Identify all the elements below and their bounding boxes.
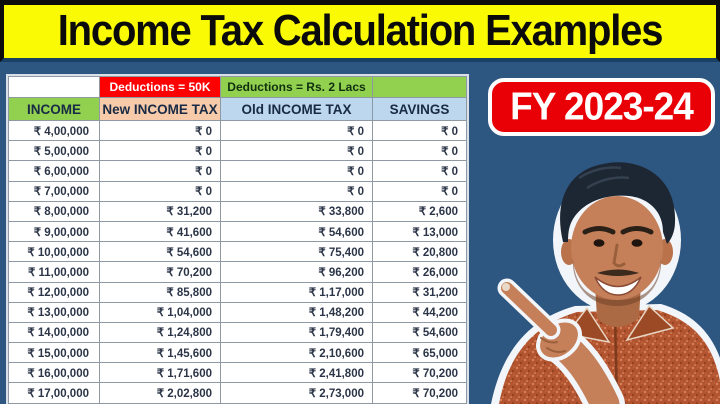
cell-new-income-tax: ₹ 70,200 [99, 261, 221, 283]
eyebrow-left [582, 226, 616, 235]
column-header-savings: SAVINGS [372, 97, 467, 121]
cell-new-income-tax: ₹ 41,600 [99, 220, 221, 243]
table-row: ₹ 4,00,000 ₹ 0 ₹ 0 ₹ 0 [8, 119, 467, 142]
cell-old-income-tax: ₹ 0 [220, 119, 373, 142]
cell-old-income-tax: ₹ 1,17,000 [220, 281, 373, 303]
fiscal-year-badge: FY 2023-24 [488, 78, 715, 136]
cell-savings: ₹ 0 [372, 180, 467, 202]
table-row: ₹ 15,00,000 ₹ 1,45,600 ₹ 2,10,600 ₹ 65,000 [8, 342, 467, 364]
cell-old-income-tax: ₹ 0 [220, 160, 373, 182]
table-row: ₹ 8,00,000 ₹ 31,200 ₹ 33,800 ₹ 2,600 [8, 200, 467, 222]
hair [560, 162, 676, 244]
table-row: ₹ 10,00,000 ₹ 54,600 ₹ 75,400 ₹ 20,800 [8, 241, 467, 263]
cell-old-income-tax: ₹ 75,400 [220, 241, 373, 263]
cell-income: ₹ 14,00,000 [8, 321, 100, 344]
blank-header-cell [8, 76, 100, 98]
cell-income: ₹ 17,00,000 [8, 382, 100, 404]
cell-old-income-tax: ₹ 1,79,400 [220, 321, 373, 344]
column-header-new-income-tax: New INCOME TAX [99, 97, 221, 121]
cell-new-income-tax: ₹ 1,71,600 [99, 362, 221, 384]
cell-income: ₹ 11,00,000 [8, 261, 100, 283]
cell-income: ₹ 16,00,000 [8, 362, 100, 384]
cell-income: ₹ 6,00,000 [8, 160, 100, 182]
table-row: ₹ 9,00,000 ₹ 41,600 ₹ 54,600 ₹ 13,000 [8, 220, 467, 243]
table-row: ₹ 13,00,000 ₹ 1,04,000 ₹ 1,48,200 ₹ 44,200 [8, 301, 467, 323]
fiscal-year-label: FY 2023-24 [510, 84, 694, 128]
table-row: ₹ 16,00,000 ₹ 1,71,600 ₹ 2,41,800 ₹ 70,200 [8, 362, 467, 384]
cell-old-income-tax: ₹ 0 [220, 140, 373, 162]
cell-new-income-tax: ₹ 1,45,600 [99, 342, 221, 364]
cell-savings: ₹ 0 [372, 160, 467, 182]
cell-income: ₹ 4,00,000 [8, 119, 100, 142]
blank-header-cell-right [372, 76, 467, 98]
pointing-hand [497, 278, 625, 404]
cell-savings: ₹ 44,200 [372, 301, 467, 323]
cell-new-income-tax: ₹ 0 [99, 140, 221, 162]
table-row: ₹ 6,00,000 ₹ 0 ₹ 0 ₹ 0 [8, 160, 467, 182]
cell-income: ₹ 12,00,000 [8, 281, 100, 303]
nose [612, 243, 626, 268]
old-regime-deduction-header: Deductions = Rs. 2 Lacs [220, 76, 373, 98]
collar-right [625, 304, 675, 342]
eye-left [593, 239, 605, 247]
cell-income: ₹ 13,00,000 [8, 301, 100, 323]
cell-savings: ₹ 13,000 [372, 220, 467, 243]
page-title: Income Tax Calculation Examples [57, 7, 664, 55]
income-tax-table: Deductions = 50K Deductions = Rs. 2 Lacs… [8, 76, 467, 404]
cell-old-income-tax: ₹ 54,600 [220, 220, 373, 243]
column-header-old-income-tax: Old INCOME TAX [220, 97, 373, 121]
cell-new-income-tax: ₹ 54,600 [99, 241, 221, 263]
cell-income: ₹ 15,00,000 [8, 342, 100, 364]
cell-savings: ₹ 31,200 [372, 281, 467, 303]
cell-new-income-tax: ₹ 1,04,000 [99, 301, 221, 323]
cell-savings: ₹ 54,600 [372, 321, 467, 344]
cell-savings: ₹ 65,000 [372, 342, 467, 364]
mustache [597, 269, 639, 276]
cell-income: ₹ 5,00,000 [8, 140, 100, 162]
cell-old-income-tax: ₹ 96,200 [220, 261, 373, 283]
table-row: ₹ 11,00,000 ₹ 70,200 ₹ 96,200 ₹ 26,000 [8, 261, 467, 283]
cell-new-income-tax: ₹ 31,200 [99, 200, 221, 222]
cell-savings: ₹ 26,000 [372, 261, 467, 283]
cell-old-income-tax: ₹ 2,73,000 [220, 382, 373, 404]
cell-new-income-tax: ₹ 2,02,800 [99, 382, 221, 404]
cell-new-income-tax: ₹ 0 [99, 119, 221, 142]
table-row: ₹ 14,00,000 ₹ 1,24,800 ₹ 1,79,400 ₹ 54,600 [8, 321, 467, 344]
hair-highlight [578, 166, 630, 190]
cell-savings: ₹ 70,200 [372, 382, 467, 404]
new-regime-deduction-header: Deductions = 50K [99, 76, 221, 98]
title-banner: Income Tax Calculation Examples [0, 0, 720, 62]
cell-old-income-tax: ₹ 0 [220, 180, 373, 202]
cell-old-income-tax: ₹ 2,41,800 [220, 362, 373, 384]
table-body: ₹ 4,00,000 ₹ 0 ₹ 0 ₹ 0 ₹ 5,00,000 ₹ 0 ₹ 0 ₹ 0 ₹ … [8, 119, 467, 404]
column-header-row: INCOME New INCOME TAX Old INCOME TAX SAV… [8, 97, 467, 121]
column-header-income: INCOME [8, 97, 100, 121]
cell-savings: ₹ 0 [372, 119, 467, 142]
cell-new-income-tax: ₹ 0 [99, 180, 221, 202]
cell-new-income-tax: ₹ 85,800 [99, 281, 221, 303]
table-row: ₹ 12,00,000 ₹ 85,800 ₹ 1,17,000 ₹ 31,200 [8, 281, 467, 303]
eyebrow-right [620, 226, 654, 235]
cell-old-income-tax: ₹ 2,10,600 [220, 342, 373, 364]
table-row: ₹ 5,00,000 ₹ 0 ₹ 0 ₹ 0 [8, 140, 467, 162]
cell-savings: ₹ 2,600 [372, 200, 467, 222]
cell-income: ₹ 9,00,000 [8, 220, 100, 243]
table-row: ₹ 17,00,000 ₹ 2,02,800 ₹ 2,73,000 ₹ 70,200 [8, 382, 467, 404]
cell-income: ₹ 10,00,000 [8, 241, 100, 263]
cell-savings: ₹ 20,800 [372, 241, 467, 263]
cell-old-income-tax: ₹ 33,800 [220, 200, 373, 222]
cell-old-income-tax: ₹ 1,48,200 [220, 301, 373, 323]
eye-right [631, 239, 643, 247]
cell-new-income-tax: ₹ 1,24,800 [99, 321, 221, 344]
cell-savings: ₹ 70,200 [372, 362, 467, 384]
deduction-header-row: Deductions = 50K Deductions = Rs. 2 Lacs [8, 76, 467, 98]
cell-new-income-tax: ₹ 0 [99, 160, 221, 182]
cell-income: ₹ 7,00,000 [8, 180, 100, 202]
smile [594, 276, 642, 296]
table-row: ₹ 7,00,000 ₹ 0 ₹ 0 ₹ 0 [8, 180, 467, 202]
presenter-photo [491, 162, 720, 404]
cell-income: ₹ 8,00,000 [8, 200, 100, 222]
cell-savings: ₹ 0 [372, 140, 467, 162]
